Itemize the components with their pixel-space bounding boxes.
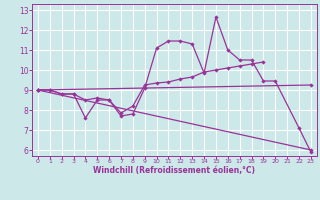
X-axis label: Windchill (Refroidissement éolien,°C): Windchill (Refroidissement éolien,°C): [93, 166, 255, 175]
